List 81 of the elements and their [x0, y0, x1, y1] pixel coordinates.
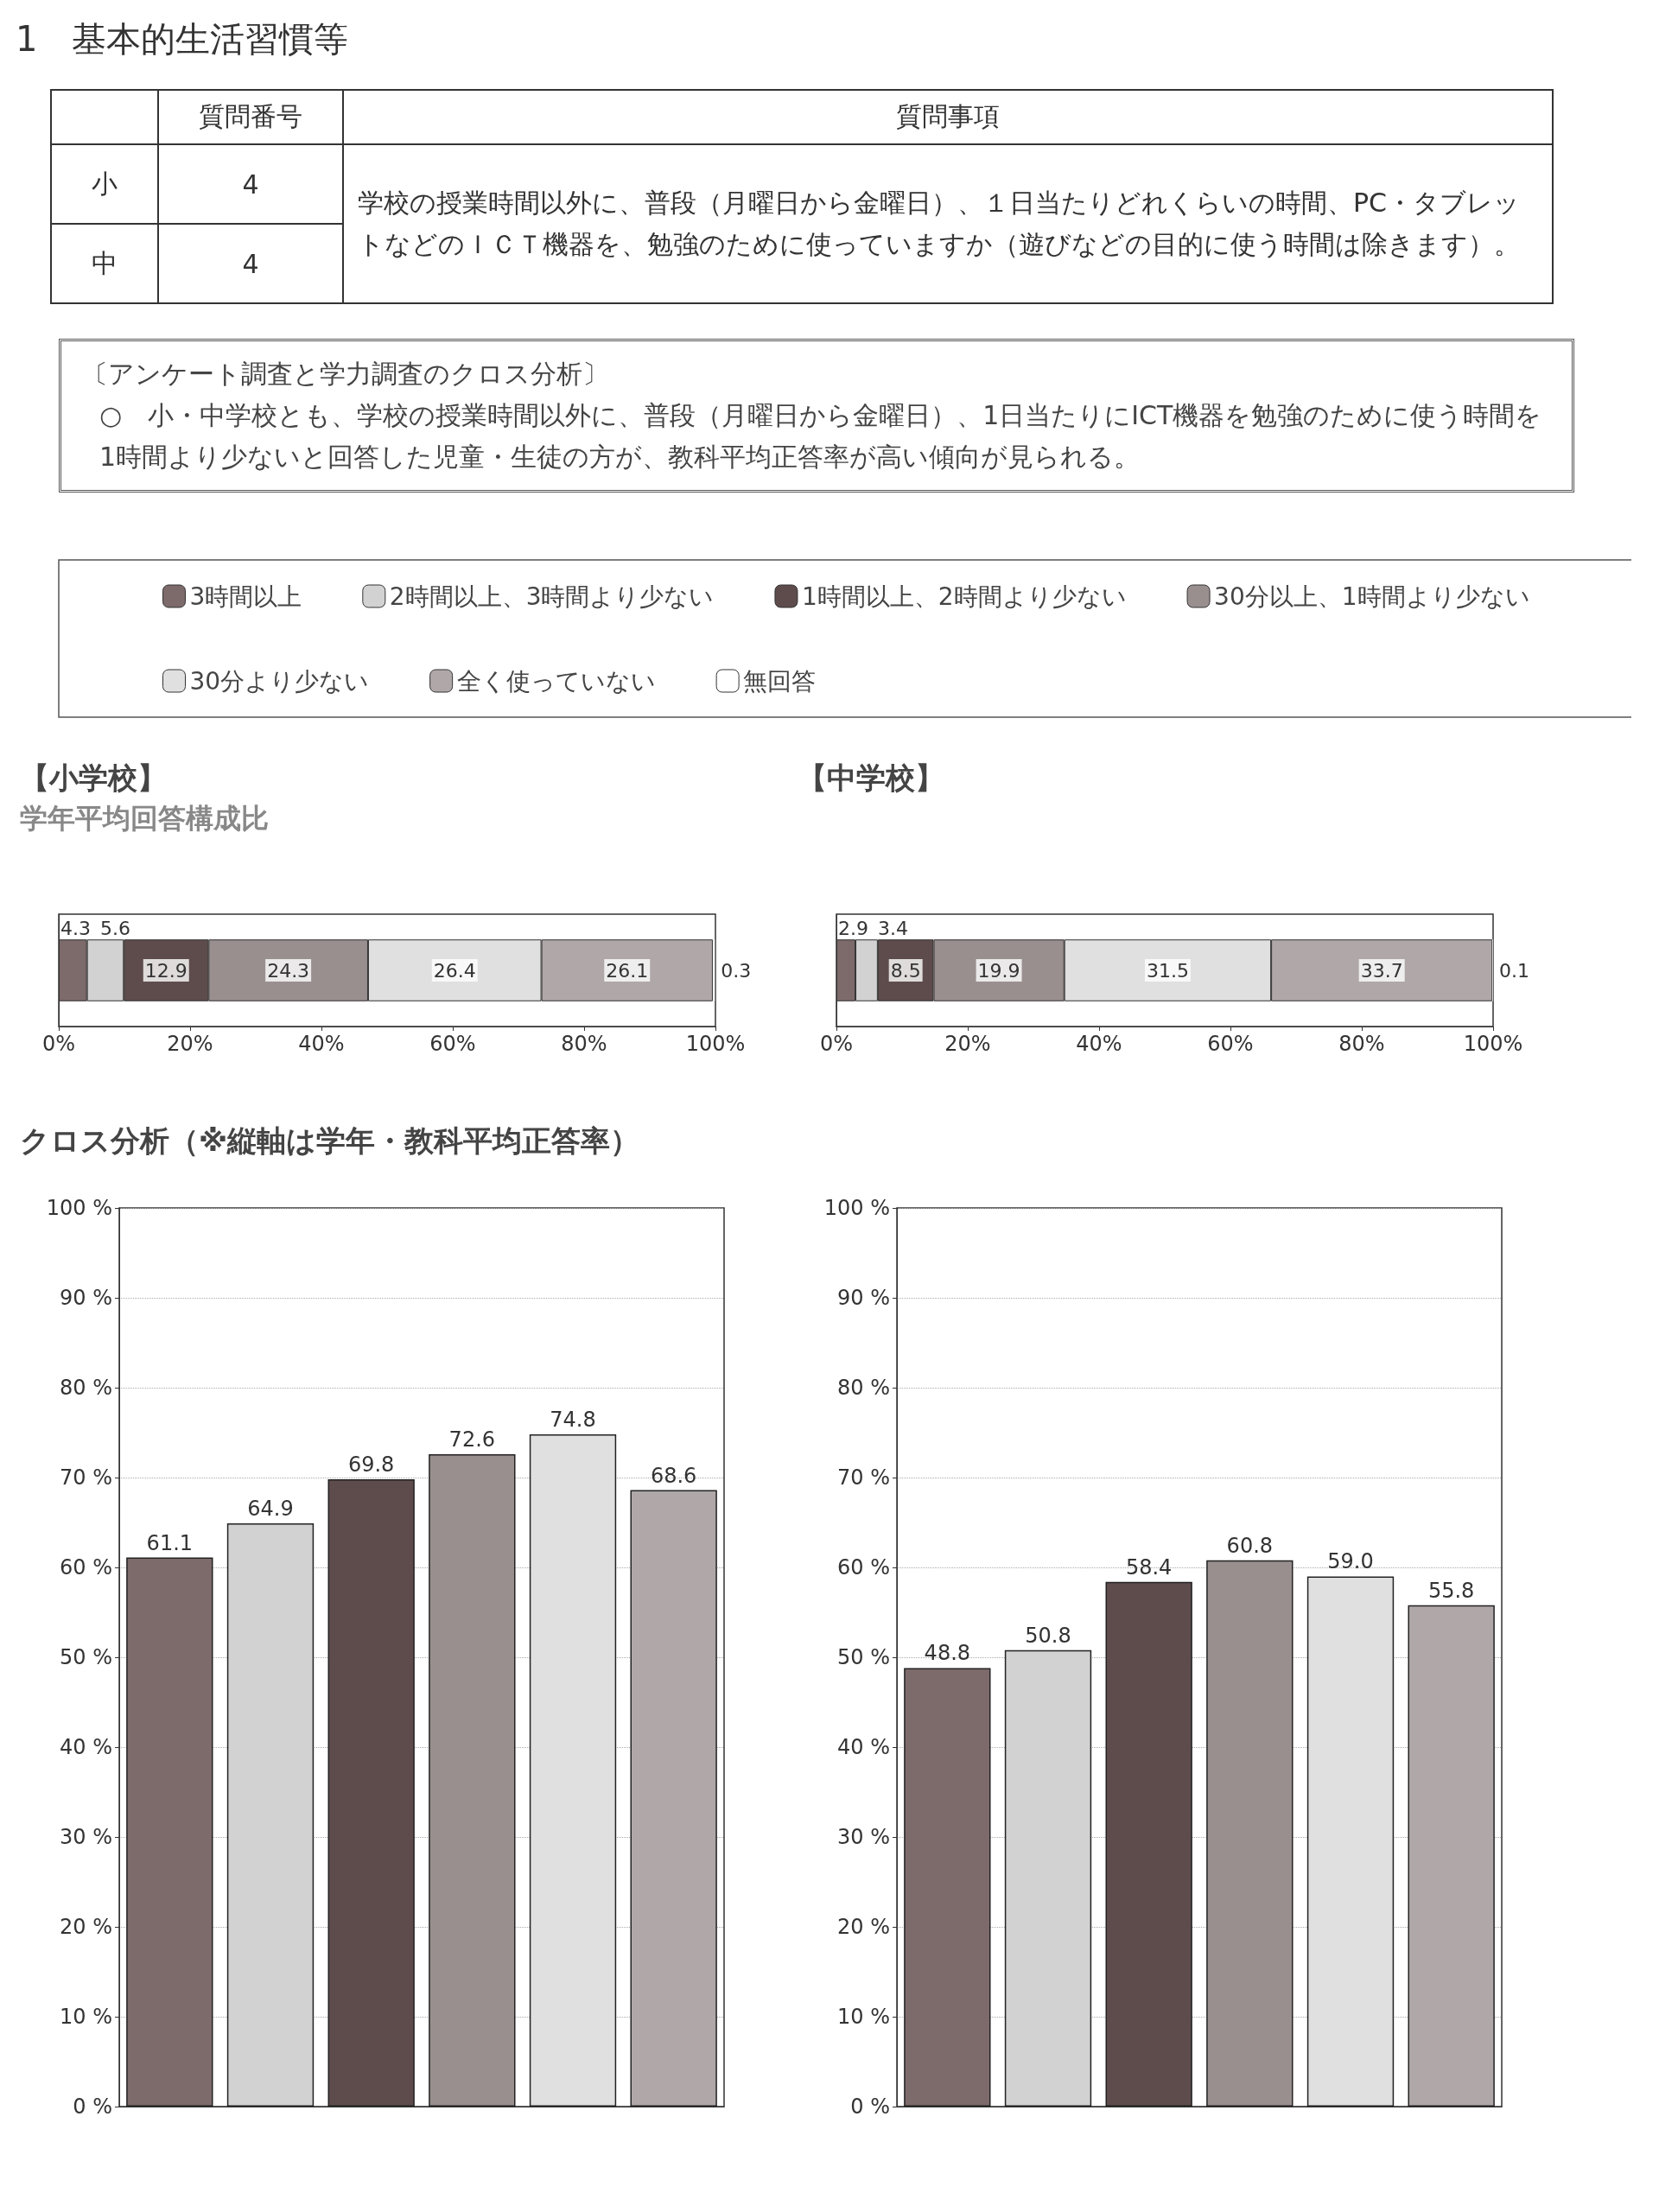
x-tick-label: 80%: [561, 1032, 607, 1056]
x-tick-label: 0%: [41, 1032, 76, 1056]
data-label: 68.6: [650, 1463, 697, 1488]
x-tick-label: 60%: [1207, 1032, 1254, 1056]
data-label: 24.3: [267, 959, 310, 982]
data-label: 3.4: [878, 917, 908, 939]
data-label: 64.9: [247, 1497, 294, 1522]
text: 小: [51, 144, 158, 224]
data-label: 59.0: [1327, 1549, 1374, 1574]
data-label: 58.4: [1125, 1554, 1173, 1580]
text: 4: [158, 144, 343, 224]
legend-label: 全く使っていない: [456, 666, 656, 696]
legend-label: 2時間以上、3時間より少ない: [389, 582, 715, 611]
data-label: 8.5: [890, 959, 921, 982]
x-tick-label: 100%: [1463, 1032, 1523, 1056]
text: ○ 小・中学校とも、学校の授業時間以外に、普段（月曜日から金曜日）、1日当たりにICT機器を勉強のために使う時間を1時間より少ないと回答した児童・生徒の方が、教科平均正答率が高い傾向が見られる。: [99, 399, 1543, 474]
data-label: 0.1: [1499, 959, 1529, 982]
text: 質問番号: [158, 90, 343, 144]
y-tick-label: 60 %: [60, 1555, 112, 1580]
data-label: 4.3: [60, 917, 91, 939]
text: 1 基本的生活習慣等: [16, 18, 350, 60]
y-tick-label: 20 %: [60, 1915, 112, 1939]
text: 〔アンケート調査と学力調査のクロス分析〕: [82, 358, 609, 391]
chart-title: 【小学校】: [20, 760, 167, 795]
legend-label: 30分より少ない: [189, 666, 370, 696]
text: 4: [158, 224, 343, 303]
legend-label: 無回答: [743, 666, 817, 696]
y-tick-label: 40 %: [837, 1735, 890, 1759]
data-label: 74.8: [550, 1408, 596, 1433]
data-label: 26.1: [606, 959, 649, 982]
x-tick-label: 80%: [1338, 1032, 1385, 1056]
y-tick-label: 0 %: [73, 2094, 112, 2119]
data-label: 2.9: [838, 917, 868, 939]
y-tick-label: 0 %: [850, 2094, 890, 2119]
data-label: 31.5: [1146, 959, 1189, 982]
chart-title: 【中学校】: [798, 760, 944, 795]
y-tick-label: 80 %: [837, 1376, 890, 1400]
y-tick-label: 20 %: [837, 1915, 890, 1939]
data-label: 61.1: [146, 1530, 194, 1555]
y-tick-label: 60 %: [837, 1555, 890, 1580]
data-label: 69.8: [347, 1452, 395, 1478]
legend-label: 3時間以上: [189, 582, 302, 611]
legend-label: 1時間以上、2時間より少ない: [801, 582, 1127, 611]
y-tick-label: 10 %: [60, 2005, 112, 2029]
chart-title: クロス分析（※縦軸は学年・教科平均正答率）: [20, 1123, 640, 1158]
y-tick-label: 50 %: [837, 1645, 890, 1669]
data-label: 26.4: [433, 959, 476, 982]
x-tick-label: 60%: [429, 1032, 476, 1056]
data-label: 0.3: [721, 959, 752, 982]
y-tick-label: 70 %: [60, 1465, 112, 1490]
x-tick-label: 0%: [819, 1032, 854, 1056]
y-tick-label: 100 %: [46, 1196, 112, 1220]
chart-subtitle: 学年平均回答構成比: [20, 802, 269, 835]
text: 中: [51, 224, 158, 303]
y-tick-label: 100 %: [823, 1196, 890, 1220]
data-label: 12.9: [144, 959, 188, 982]
y-tick-label: 30 %: [60, 1825, 112, 1849]
y-tick-label: 70 %: [837, 1465, 890, 1490]
x-tick-label: 100%: [685, 1032, 746, 1056]
x-tick-label: 20%: [944, 1032, 991, 1056]
y-tick-label: 10 %: [837, 2005, 890, 2029]
x-tick-label: 40%: [298, 1032, 345, 1056]
data-label: 5.6: [100, 917, 130, 939]
data-label: 55.8: [1427, 1578, 1475, 1603]
y-tick-label: 90 %: [837, 1286, 890, 1310]
data-label: 60.8: [1226, 1533, 1274, 1558]
x-tick-label: 20%: [167, 1032, 213, 1056]
data-label: 50.8: [1025, 1623, 1071, 1648]
data-label: 33.7: [1360, 959, 1403, 982]
data-label: 19.9: [977, 959, 1020, 982]
y-tick-label: 40 %: [60, 1735, 112, 1759]
y-tick-label: 30 %: [837, 1825, 890, 1849]
text: 質問事項: [343, 90, 1553, 144]
y-tick-label: 50 %: [60, 1645, 112, 1669]
data-label: 48.8: [924, 1641, 971, 1666]
data-label: 72.6: [448, 1427, 496, 1452]
legend-label: 30分以上、1時間より少ない: [1214, 582, 1530, 611]
y-tick-label: 90 %: [60, 1286, 112, 1310]
text: 学校の授業時間以外に、普段（月曜日から金曜日）、１日当たりどれくらいの時間、PC・タブレットなどのＩＣＴ機器を、勉強のために使っていますか（遊びなどの目的に使う時間は除きます）。: [343, 144, 1553, 303]
x-tick-label: 40%: [1076, 1032, 1122, 1056]
y-tick-label: 80 %: [60, 1376, 112, 1400]
